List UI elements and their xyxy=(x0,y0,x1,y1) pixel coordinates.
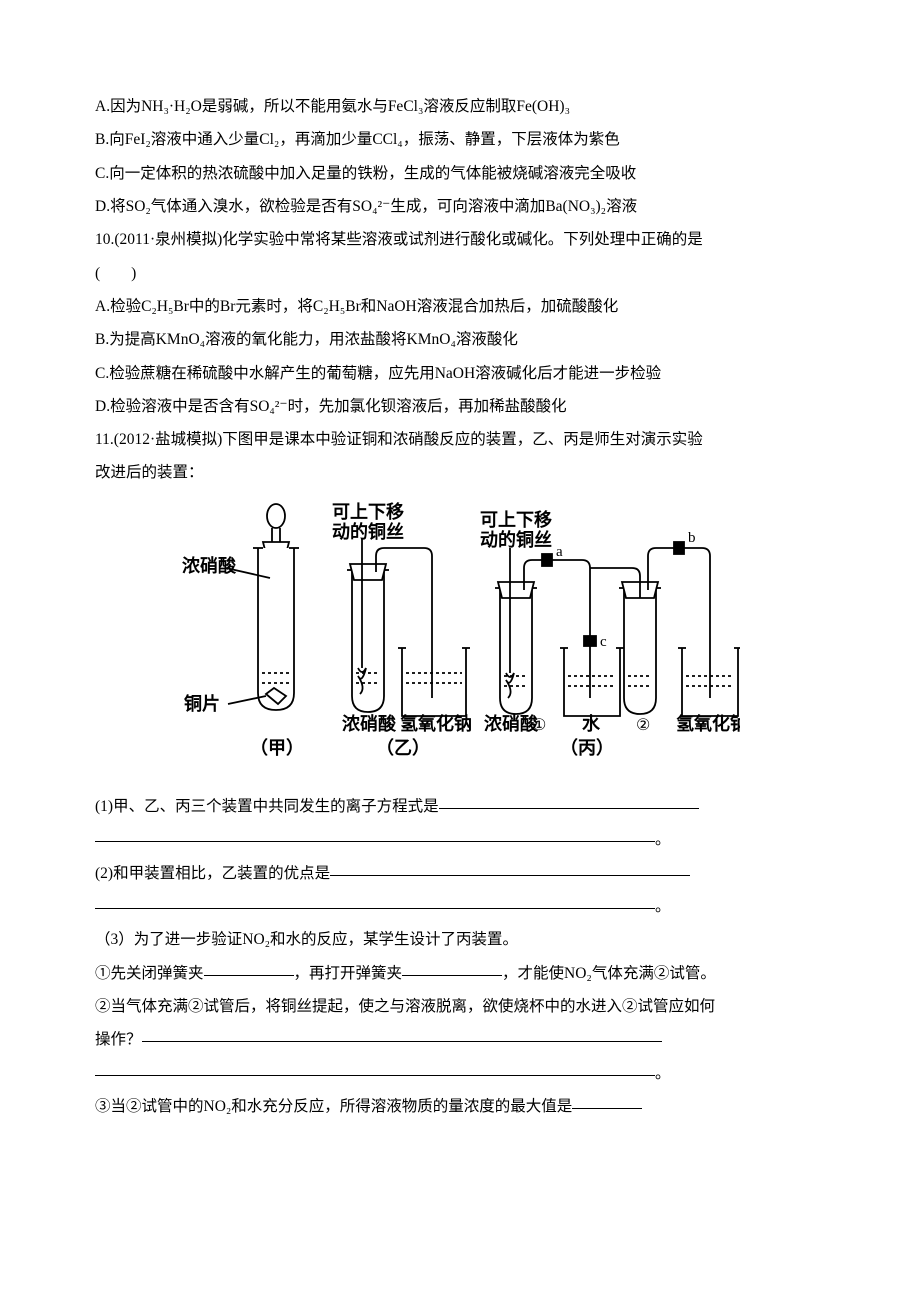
label-tong-si-l1: 可上下移 xyxy=(332,501,404,522)
q11-p3-3-a: ③当②试管中的NO₂和水充分反应，所得溶液物质的量浓度的最大值是 xyxy=(95,1098,572,1115)
q11-p3-1-blank1[interactable] xyxy=(204,959,294,976)
q10-option-d: D.检验溶液中是否含有SO₄²⁻时，先加氯化钡溶液后，再加稀盐酸酸化 xyxy=(95,390,825,423)
label-clamp-c: c xyxy=(600,634,607,650)
label-tong-pian: 铜片 xyxy=(184,693,220,714)
label-circ-1: ① xyxy=(532,717,546,734)
q11-p3-intro: （3）为了进一步验证NO₂和水的反应，某学生设计了丙装置。 xyxy=(95,923,825,956)
label-tong-si2-l2: 动的铜丝 xyxy=(480,529,552,550)
label-clamp-a: a xyxy=(556,544,563,560)
label-nong-xiaosuan: 浓硝酸 xyxy=(182,555,237,576)
q11-p3-2-blank-cont[interactable] xyxy=(95,1059,655,1076)
q11-p3-2-blank[interactable] xyxy=(142,1026,662,1043)
label-tong-si-l2: 动的铜丝 xyxy=(332,521,404,542)
caption-bing: （丙） xyxy=(560,738,614,758)
q11-stem-line1: 11.(2012·盐城模拟)下图甲是课本中验证铜和浓硝酸反应的装置，乙、丙是师生… xyxy=(95,423,825,456)
label-circ-2: ② xyxy=(636,717,650,734)
q10-option-c: C.检验蔗糖在稀硫酸中水解产生的葡萄糖，应先用NaOH溶液碱化后才能进一步检验 xyxy=(95,357,825,390)
q10-option-a: A.检验C₂H₅Br中的Br元素时，将C₂H₅Br和NaOH溶液混合加热后，加硫… xyxy=(95,290,825,323)
apparatus-figure: 浓硝酸 铜片 可上下移 动的铜丝 可上下移 动的铜丝 浓硝酸 氢氧化钠 浓硝酸 … xyxy=(95,498,825,780)
q9-option-c: C.向一定体积的热浓硫酸中加入足量的铁粉，生成的气体能被烧碱溶液完全吸收 xyxy=(95,157,825,190)
label-naoh: 氢氧化钠 xyxy=(400,713,472,734)
label-shui: 水 xyxy=(582,713,601,734)
q11-stem-line2: 改进后的装置： xyxy=(95,456,825,489)
label-tong-si2-l1: 可上下移 xyxy=(480,509,552,530)
label-nong-xiaosuan-3: 浓硝酸 xyxy=(484,713,539,734)
q11-p2-text: (2)和甲装置相比，乙装置的优点是 xyxy=(95,865,330,882)
apparatus-svg: 浓硝酸 铜片 可上下移 动的铜丝 可上下移 动的铜丝 浓硝酸 氢氧化钠 浓硝酸 … xyxy=(180,498,740,768)
q11-p3-1-c: ，才能使NO₂气体充满②试管。 xyxy=(502,965,716,982)
q11-p3-3-blank[interactable] xyxy=(572,1092,642,1109)
q9-option-d: D.将SO₂气体通入溴水，欲检验是否有SO₄²⁻生成，可向溶液中滴加Ba(NO₃… xyxy=(95,190,825,223)
q11-p1-blank[interactable] xyxy=(439,793,699,810)
q10-stem-line2: ( ) xyxy=(95,257,825,290)
caption-jia: （甲） xyxy=(250,738,304,758)
label-clamp-b: b xyxy=(688,530,696,546)
q11-p1-text: (1)甲、乙、丙三个装置中共同发生的离子方程式是 xyxy=(95,798,439,815)
q11-p2-blank-cont[interactable] xyxy=(95,893,655,910)
q9-option-b: B.向FeI₂溶液中通入少量Cl₂，再滴加少量CCl₄，振荡、静置，下层液体为紫… xyxy=(95,123,825,156)
q11-p3-1-blank2[interactable] xyxy=(402,959,502,976)
q10-stem-line1: 10.(2011·泉州模拟)化学实验中常将某些溶液或试剂进行酸化或碱化。下列处理… xyxy=(95,223,825,256)
q11-p3-1-a: ①先关闭弹簧夹 xyxy=(95,965,204,982)
q10-option-b: B.为提高KMnO₄溶液的氧化能力，用浓盐酸将KMnO₄溶液酸化 xyxy=(95,323,825,356)
q9-option-a: A.因为NH₃·H₂O是弱碱，所以不能用氨水与FeCl₃溶液反应制取Fe(OH)… xyxy=(95,90,825,123)
label-nong-xiaosuan-2: 浓硝酸 xyxy=(342,713,397,734)
q11-p1-blank-cont[interactable] xyxy=(95,826,655,843)
label-naoh-2: 氢氧化钠 xyxy=(676,713,740,734)
q11-p3-2-a: ②当气体充满②试管后，将铜丝提起，使之与溶液脱离，欲使烧杯中的水进入②试管应如何 xyxy=(95,990,825,1023)
caption-yi: （乙） xyxy=(376,738,430,758)
q11-p2-blank[interactable] xyxy=(330,859,690,876)
q11-p3-2-b: 操作？ xyxy=(95,1031,142,1048)
q11-p3-1-b: ，再打开弹簧夹 xyxy=(294,965,403,982)
